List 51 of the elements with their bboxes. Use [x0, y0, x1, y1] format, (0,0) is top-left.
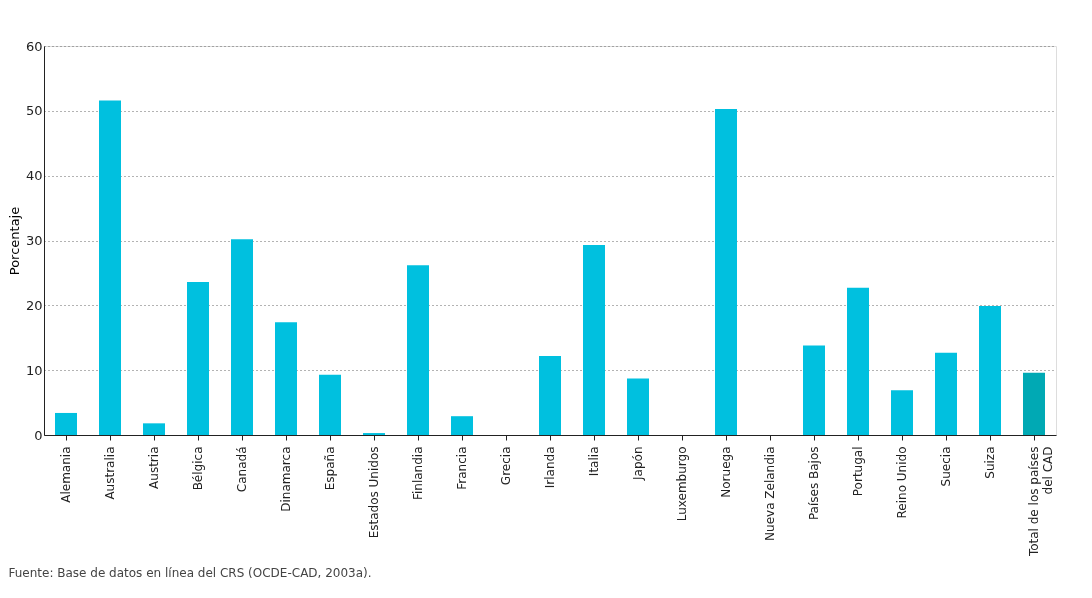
bar	[451, 416, 473, 435]
bar	[231, 239, 253, 435]
bar	[715, 108, 737, 435]
bar	[187, 281, 209, 435]
x-tick-label: Portugal	[851, 446, 865, 497]
x-tick-label: Japón	[631, 446, 645, 481]
x-tick-label: Noruega	[719, 446, 733, 498]
bar	[935, 352, 957, 435]
y-axis-title: Porcentaje	[6, 206, 22, 276]
y-tick-label: 50	[25, 103, 43, 119]
x-tick-label: Total de los países del CAD	[1027, 446, 1055, 558]
x-tick-label: Suecia	[939, 446, 953, 487]
y-tick-label: 10	[25, 362, 43, 378]
x-tick-label: Alemania	[59, 446, 73, 503]
bar	[55, 412, 77, 435]
x-tick-label: Finlandia	[411, 446, 425, 501]
y-tick-label: 0	[34, 427, 43, 443]
x-tick-label: Luxemburgo	[675, 446, 689, 522]
bar	[627, 378, 649, 435]
bar	[979, 305, 1001, 435]
bar	[275, 322, 297, 435]
x-tick-label: Dinamarca	[279, 446, 293, 512]
bar	[583, 245, 605, 435]
source-note: Fuente: Base de datos en línea del CRS (OCDE-CAD, 2003a).	[8, 565, 372, 580]
x-tick-label: Suiza	[983, 446, 997, 479]
bar	[803, 345, 825, 435]
y-tick-label: 20	[25, 297, 43, 313]
bar	[847, 287, 869, 435]
x-tick-label: Grecia	[499, 446, 513, 486]
bar	[1023, 372, 1045, 435]
x-tick-label: Irlanda	[543, 446, 557, 489]
x-tick-label: Francia	[455, 446, 469, 490]
bar	[319, 374, 341, 435]
bar	[539, 355, 561, 435]
x-tick-label: Australia	[103, 446, 117, 500]
x-tick-label: Países Bajos	[807, 446, 821, 521]
x-tick-label: Austria	[147, 446, 161, 489]
bar	[891, 390, 913, 435]
bar	[99, 100, 121, 435]
x-tick-label: España	[323, 446, 337, 491]
x-tick-label: Reino Unido	[895, 446, 909, 519]
bar	[143, 423, 165, 435]
y-tick-label: 40	[25, 168, 43, 184]
x-tick-label: Bélgica	[191, 446, 205, 491]
y-tick-label: 60	[25, 38, 43, 54]
x-tick-label: Estados Unidos	[367, 446, 381, 539]
x-tick-label: Italia	[587, 446, 601, 477]
x-tick-label: Nueva Zelandia	[763, 446, 777, 541]
y-tick-label: 30	[25, 233, 43, 248]
x-tick-label: Canadá	[235, 446, 249, 493]
bar	[407, 265, 429, 435]
